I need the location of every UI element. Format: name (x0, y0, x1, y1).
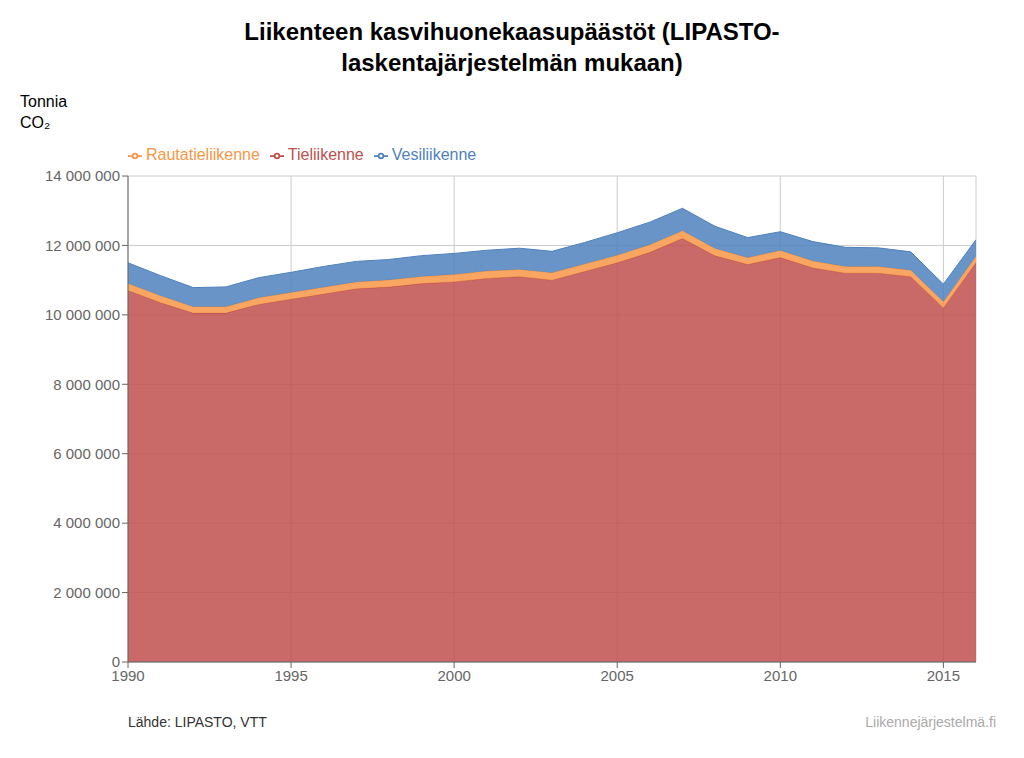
svg-text:2015: 2015 (927, 667, 960, 684)
svg-text:2000: 2000 (437, 667, 470, 684)
svg-text:2005: 2005 (601, 667, 634, 684)
html-text:Liikennejärjestelmä.fi: Liikennejärjestelmä.fi (865, 714, 996, 730)
svg-text:10 000 000: 10 000 000 (45, 306, 120, 323)
svg-text:14 000 000: 14 000 000 (45, 167, 120, 184)
html-text:Liikenteen kasvihuonekaasupääs: Liikenteen kasvihuonekaasupäästöt (LIPAS… (244, 18, 780, 77)
html-text:Rautatieliikenne: Rautatieliikenne (146, 146, 260, 163)
svg-text:1995: 1995 (274, 667, 307, 684)
svg-text:6 000 000: 6 000 000 (53, 445, 120, 462)
svg-text:8 000 000: 8 000 000 (53, 376, 120, 393)
html-text:Tieliikenne: Tieliikenne (287, 146, 364, 163)
html-text:Lähde: LIPASTO, VTT: Lähde: LIPASTO, VTT (128, 714, 267, 730)
svg-text:12 000 000: 12 000 000 (45, 237, 120, 254)
svg-text:1990: 1990 (111, 666, 145, 684)
html-text:Vesiliikenne: Vesiliikenne (391, 146, 477, 163)
svg-text:0: 0 (112, 653, 120, 670)
svg-text:2010: 2010 (764, 667, 797, 684)
svg-text:4 000 000: 4 000 000 (53, 514, 120, 531)
html-text:Tonnia CO₂: Tonnia CO₂ (20, 93, 68, 131)
svg-text:2 000 000: 2 000 000 (53, 584, 120, 601)
